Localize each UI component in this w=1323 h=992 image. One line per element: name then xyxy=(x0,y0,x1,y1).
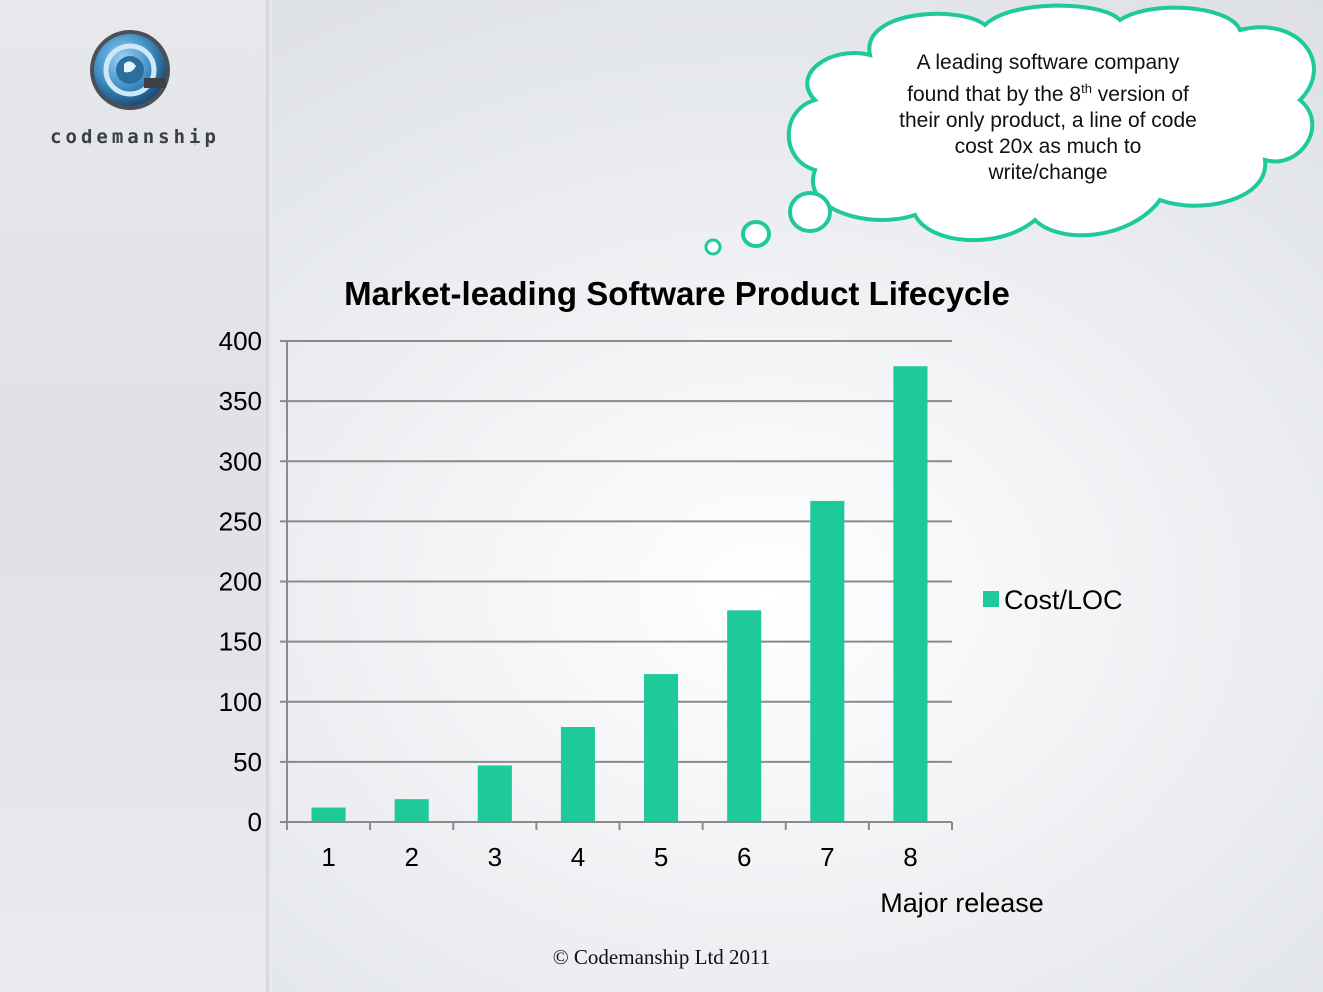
callout-text: A leading software company found that by… xyxy=(862,50,1234,186)
legend-label: Cost/LOC xyxy=(1004,585,1123,615)
cloud-bubble xyxy=(788,191,832,233)
side-panel xyxy=(0,0,268,992)
legend-swatch xyxy=(983,591,999,607)
y-tick-label: 250 xyxy=(219,506,262,536)
y-tick-label: 0 xyxy=(248,807,262,837)
y-tick-label: 300 xyxy=(219,446,262,476)
callout-line-3: their only product, a line of code xyxy=(899,109,1197,132)
x-tick-label: 7 xyxy=(820,842,834,872)
y-tick-label: 150 xyxy=(219,627,262,657)
y-tick-label: 400 xyxy=(219,326,262,356)
callout-line-2: found that by the 8th version of xyxy=(862,76,1234,108)
x-tick-labels: 1 2 3 4 5 6 7 8 xyxy=(321,842,917,872)
y-tick-label: 50 xyxy=(233,747,262,777)
legend: Cost/LOC xyxy=(983,585,1123,615)
logo: codemanship codemanship xyxy=(40,22,230,162)
callout-line-1: A leading software company xyxy=(916,51,1180,74)
x-tick-label: 5 xyxy=(654,842,668,872)
bar xyxy=(644,674,679,822)
callout-line-2-b: version of xyxy=(1091,83,1189,106)
bar xyxy=(810,500,845,822)
x-tick-label: 3 xyxy=(488,842,502,872)
bar xyxy=(727,610,762,822)
cloud-bubble xyxy=(741,220,771,248)
cloud-shape xyxy=(786,3,1316,243)
x-tick-label: 2 xyxy=(404,842,418,872)
logo-wordmark: codemanship xyxy=(50,126,220,148)
bar xyxy=(311,807,346,822)
bar xyxy=(893,366,928,822)
bar xyxy=(394,799,429,822)
bar xyxy=(560,727,595,822)
x-axis-label: Major release xyxy=(880,888,1044,918)
y-tick-label: 200 xyxy=(219,567,262,597)
chart-title: Market-leading Software Product Lifecycl… xyxy=(344,275,1010,312)
y-tick-label: 100 xyxy=(219,687,262,717)
x-tick-label: 1 xyxy=(321,842,335,872)
x-tick-label: 4 xyxy=(571,842,585,872)
thought-cloud xyxy=(704,3,1316,256)
callout-superscript: th xyxy=(1081,81,1092,96)
side-panel-edge xyxy=(266,0,272,992)
x-tick-label: 8 xyxy=(903,842,917,872)
y-tick-label: 350 xyxy=(219,386,262,416)
y-tick-labels: 0 50 100 150 200 250 300 350 400 xyxy=(219,326,262,837)
callout-line-5: write/change xyxy=(988,161,1108,184)
bar xyxy=(477,765,512,822)
axes xyxy=(286,341,953,830)
cloud-bubble xyxy=(704,238,722,256)
bars xyxy=(311,366,928,822)
x-tick-label: 6 xyxy=(737,842,751,872)
copyright: © Codemanship Ltd 2011 xyxy=(552,945,771,969)
callout-line-4: cost 20x as much to xyxy=(954,135,1142,158)
gridlines xyxy=(280,340,952,823)
globe-icon xyxy=(90,30,170,110)
callout-line-2-a: found that by the 8 xyxy=(907,83,1082,106)
